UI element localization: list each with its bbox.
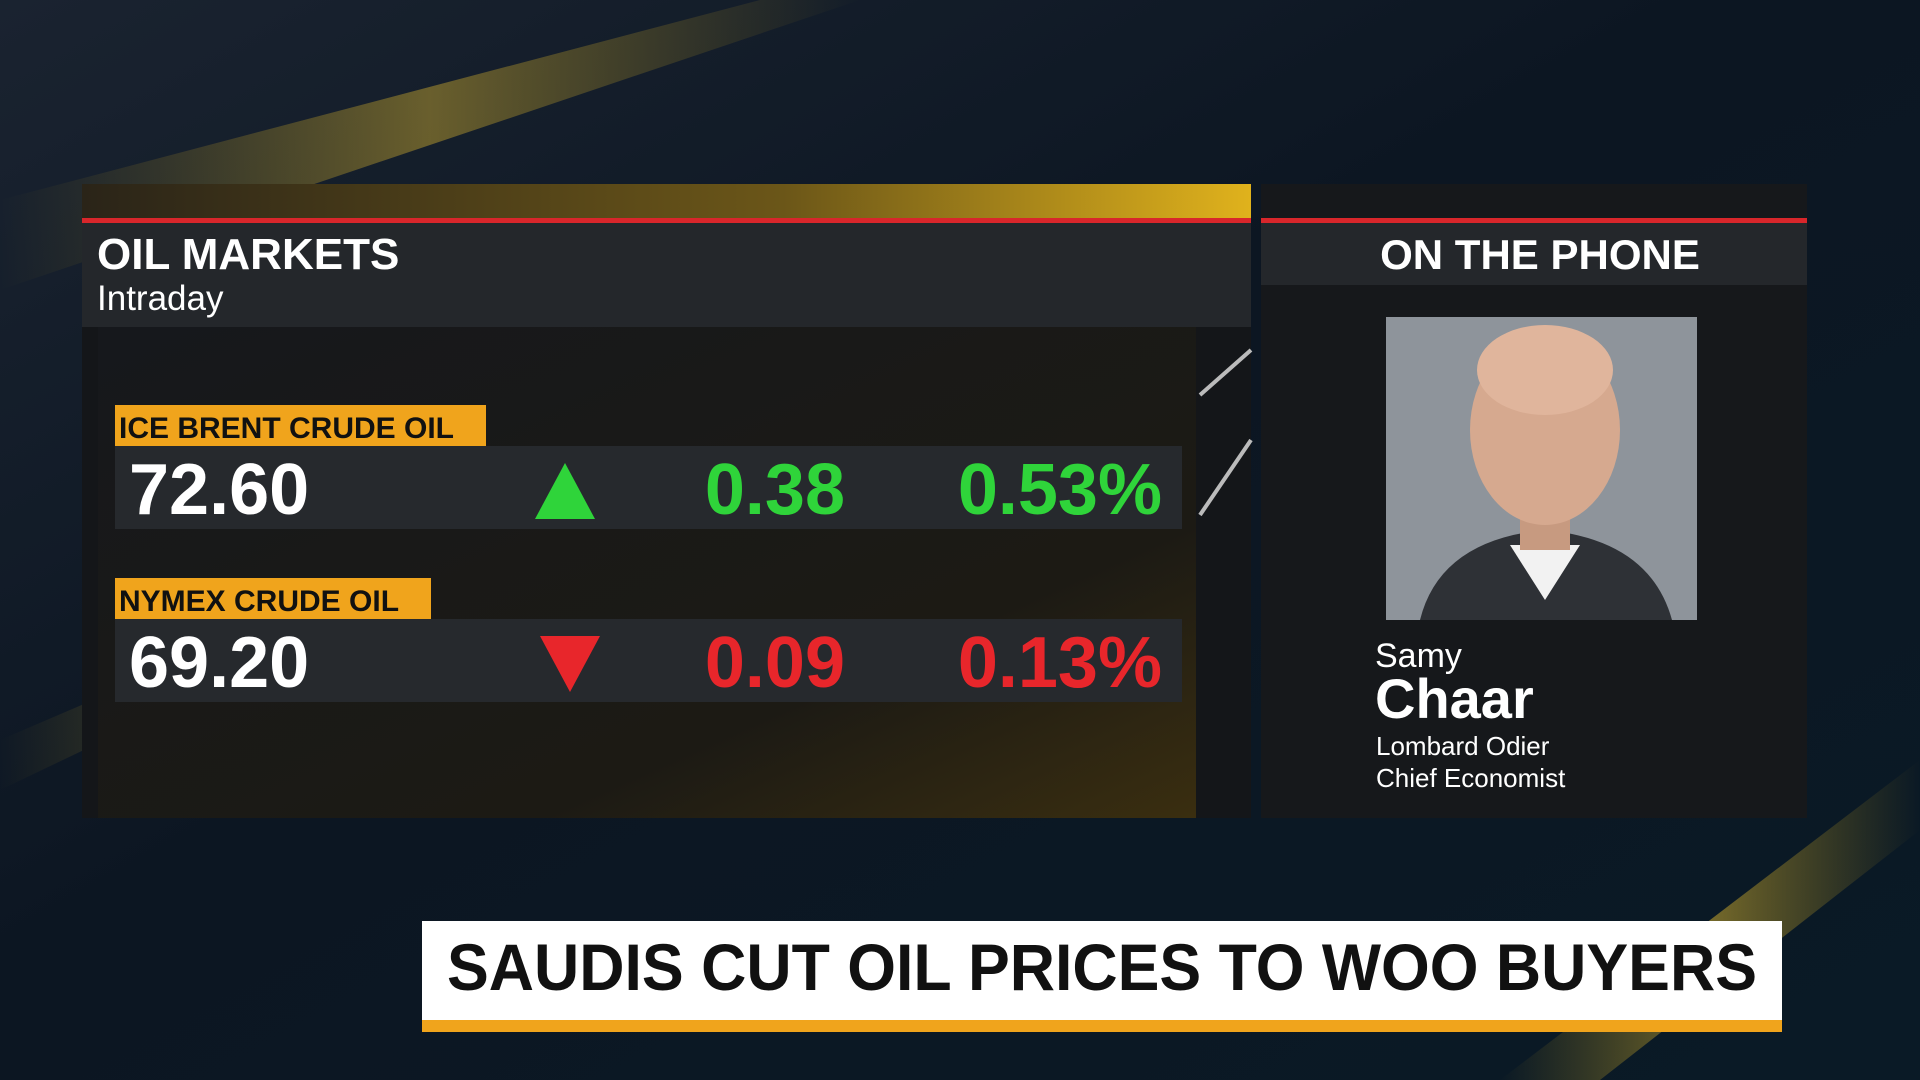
quote-price: 69.20 bbox=[129, 623, 309, 703]
direction-arrow bbox=[535, 463, 595, 519]
direction-arrow bbox=[540, 636, 600, 692]
headline: SAUDIS CUT OIL PRICES TO WOO BUYERS bbox=[447, 930, 1757, 1004]
panel-body bbox=[98, 327, 1196, 818]
quote-name: ICE BRENT CRUDE OIL bbox=[119, 412, 454, 445]
quote-percent: 0.53% bbox=[958, 450, 1162, 530]
guest-header bbox=[1261, 223, 1807, 285]
guest-last-name: Chaar bbox=[1375, 667, 1534, 730]
guest-role: Chief Economist bbox=[1376, 763, 1566, 793]
headline-box bbox=[422, 921, 1782, 1032]
guest-first-name: Samy bbox=[1375, 637, 1462, 675]
quote-label-box bbox=[115, 405, 486, 446]
panel-header bbox=[82, 223, 1251, 327]
red-rule bbox=[1261, 218, 1807, 223]
headline-rule bbox=[422, 1020, 1782, 1032]
guest-photo bbox=[1386, 317, 1697, 620]
red-rule bbox=[82, 218, 1251, 223]
panel-title: OIL MARKETS bbox=[97, 230, 399, 279]
quote-row bbox=[115, 446, 1182, 529]
panel-top-band bbox=[82, 184, 1251, 220]
panel-subtitle: Intraday bbox=[97, 279, 224, 318]
quote-change: 0.38 bbox=[705, 450, 845, 530]
quote-price: 72.60 bbox=[129, 450, 309, 530]
decor-line bbox=[1198, 438, 1253, 517]
quote-percent: 0.13% bbox=[958, 623, 1162, 703]
quote-label-box bbox=[115, 578, 431, 619]
quote-rows: ICE BRENT CRUDE OIL 72.60 0.38 0.53% NYMEX C… bbox=[115, 405, 1182, 703]
guest-organization: Lombard Odier bbox=[1376, 731, 1550, 761]
quote-change: 0.09 bbox=[705, 623, 845, 703]
guest-label: ON THE PHONE bbox=[1380, 231, 1700, 278]
quote-row bbox=[115, 619, 1182, 702]
decor-line bbox=[1198, 348, 1253, 397]
quote-name: NYMEX CRUDE OIL bbox=[119, 585, 399, 618]
